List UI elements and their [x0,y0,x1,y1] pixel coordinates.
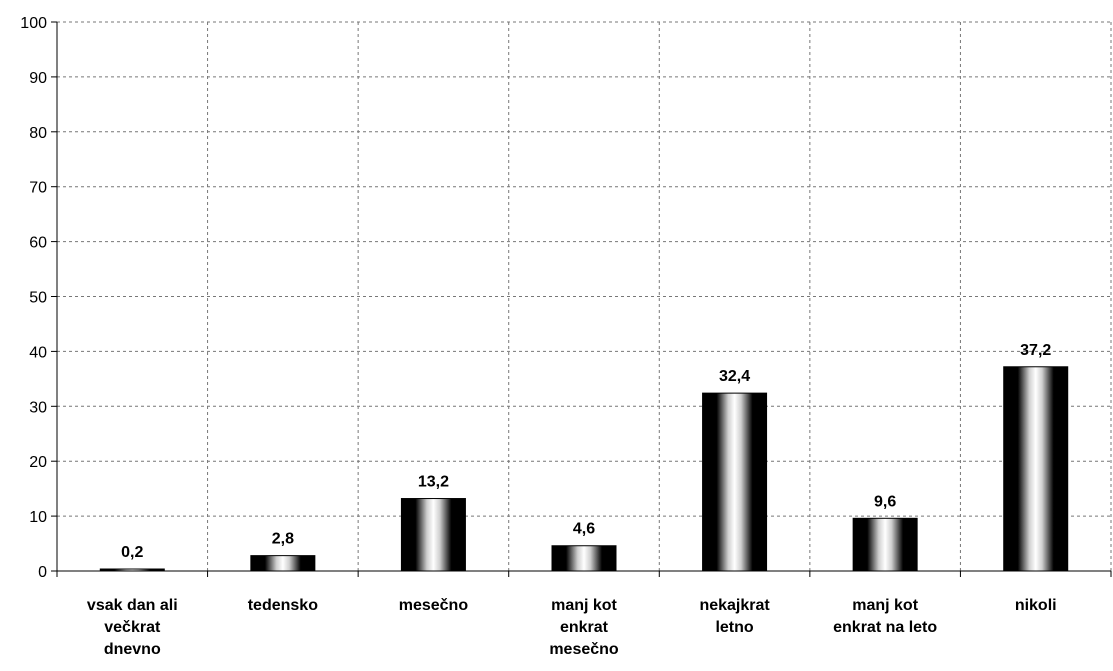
data-label: 32,4 [719,368,750,385]
data-label: 37,2 [1020,342,1051,359]
x-category-label-line: vsak dan ali [87,597,178,614]
y-tick-label: 100 [20,15,47,32]
x-category-label-line: nikoli [1015,597,1057,614]
y-tick-label: 70 [29,180,47,197]
bar [250,555,316,572]
x-category-labels: vsak dan ali večkrat dnevno tedensko mesečno… [87,597,1057,658]
x-category-label-line: enkrat na leto [833,619,937,636]
axes [51,21,1112,577]
data-labels: 0,2 2,8 13,2 4,6 32,4 9,6 37,2 [121,342,1051,561]
y-tick-labels: 0 10 20 30 40 50 60 70 80 90 100 [20,15,47,581]
y-tick-label: 20 [29,454,47,471]
y-tick-label: 40 [29,344,47,361]
y-tick-label: 80 [29,125,47,142]
x-category-label: vsak dan ali večkrat dnevno [87,597,178,658]
x-category-label-line: tedensko [248,597,318,614]
x-category-label-line: manj kot [551,597,617,614]
bar [400,498,466,572]
y-tick-label: 60 [29,235,47,252]
bar [702,392,768,572]
y-tick-label: 50 [29,290,47,307]
x-category-label: mesečno [399,597,469,614]
data-label: 2,8 [272,531,294,548]
bars [99,366,1069,572]
data-label: 4,6 [573,521,595,538]
y-tick-label: 0 [38,564,47,581]
data-label: 9,6 [874,493,896,510]
x-category-label: manj kot enkrat mesečno [549,597,619,658]
gridlines [57,21,1112,571]
y-tick-label: 30 [29,399,47,416]
x-category-label: manj kot enkrat na leto [833,597,937,636]
x-category-label-line: večkrat [104,619,161,636]
x-category-label-line: letno [715,619,753,636]
x-category-label-line: enkrat [560,619,609,636]
data-label: 13,2 [418,474,449,491]
bar [852,517,918,572]
x-category-label-line: manj kot [852,597,918,614]
y-tick-label: 10 [29,509,47,526]
x-category-label-line: dnevno [104,641,161,658]
x-category-label: nekajkrat letno [699,597,770,636]
y-tick-label: 90 [29,70,47,87]
bar [551,545,617,572]
bar [1003,366,1069,572]
x-category-label-line: mesečno [549,641,619,658]
x-category-label-line: nekajkrat [699,597,770,614]
x-category-label: nikoli [1015,597,1057,614]
x-category-label-line: mesečno [399,597,469,614]
bar [99,568,165,572]
x-category-label: tedensko [248,597,318,614]
data-label: 0,2 [121,544,143,561]
